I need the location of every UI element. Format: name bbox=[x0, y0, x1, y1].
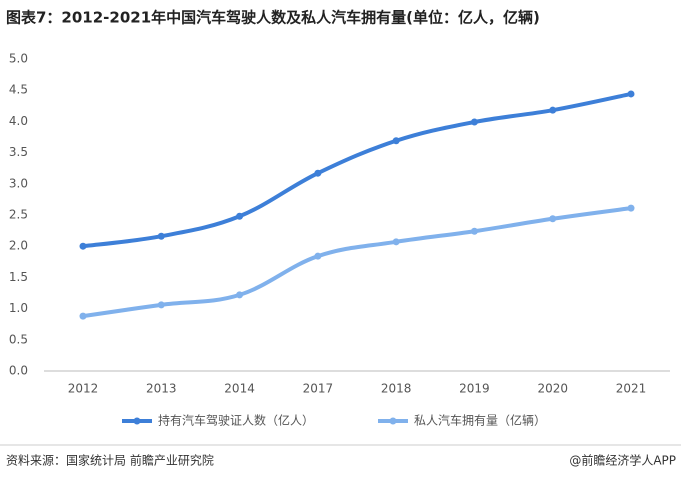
data-point bbox=[549, 215, 557, 223]
y-tick-label: 4.0 bbox=[9, 114, 28, 128]
y-tick-label: 2.5 bbox=[9, 208, 28, 222]
data-point bbox=[157, 232, 165, 240]
legend-marker bbox=[389, 417, 397, 425]
data-point bbox=[392, 137, 400, 145]
x-tick-label: 2013 bbox=[146, 382, 177, 396]
data-point bbox=[627, 90, 635, 98]
x-tick-label: 2020 bbox=[537, 382, 568, 396]
data-point bbox=[79, 242, 87, 250]
x-tick-label: 2021 bbox=[616, 382, 647, 396]
y-tick-label: 1.5 bbox=[9, 270, 28, 284]
y-tick-label: 4.5 bbox=[9, 83, 28, 97]
y-tick-label: 3.5 bbox=[9, 145, 28, 159]
data-point bbox=[236, 291, 244, 299]
data-point bbox=[627, 204, 635, 212]
y-tick-label: 3.0 bbox=[9, 176, 28, 190]
series-line bbox=[82, 91, 632, 249]
data-point bbox=[236, 212, 244, 220]
x-tick-label: 2018 bbox=[381, 382, 412, 396]
x-tick-label: 2017 bbox=[303, 382, 334, 396]
y-tick-label: 2.0 bbox=[9, 239, 28, 253]
data-point bbox=[392, 238, 400, 246]
y-tick-label: 1.0 bbox=[9, 301, 28, 315]
series-line bbox=[82, 206, 632, 319]
y-tick-label: 0.0 bbox=[9, 364, 28, 378]
x-tick-label: 2019 bbox=[459, 382, 490, 396]
y-tick-label: 0.5 bbox=[9, 332, 28, 346]
legend-marker bbox=[133, 417, 141, 425]
legend-label: 私人汽车拥有量（亿辆） bbox=[414, 413, 546, 428]
data-point bbox=[470, 227, 478, 235]
data-point bbox=[314, 169, 322, 177]
data-point bbox=[314, 252, 322, 260]
data-point bbox=[157, 301, 165, 309]
x-tick-label: 2012 bbox=[68, 382, 99, 396]
data-point bbox=[470, 118, 478, 126]
x-tick-label: 2014 bbox=[224, 382, 255, 396]
brand: @前瞻经济学人APP bbox=[569, 453, 676, 468]
data-point bbox=[79, 312, 87, 320]
data-point bbox=[549, 106, 557, 114]
legend-label: 持有汽车驾驶证人数（亿人） bbox=[158, 413, 314, 428]
chart-title: 图表7：2012-2021年中国汽车驾驶人数及私人汽车拥有量(单位：亿人，亿辆) bbox=[6, 9, 540, 27]
source: 资料来源：国家统计局 前瞻产业研究院 bbox=[6, 453, 214, 468]
y-tick-label: 5.0 bbox=[9, 52, 28, 66]
